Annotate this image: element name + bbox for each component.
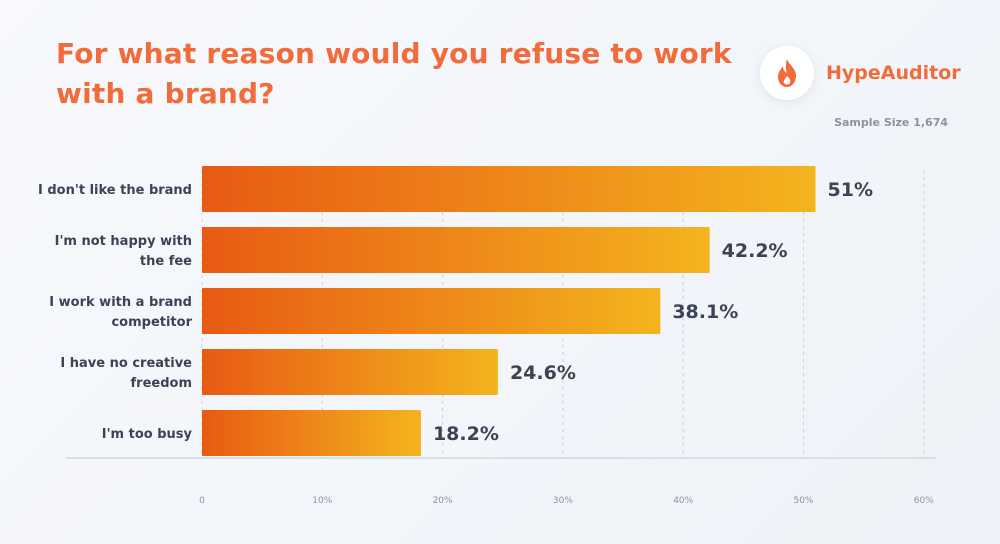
- bar-value-label: 38.1%: [672, 301, 738, 323]
- bar-value-label: 24.6%: [510, 362, 576, 384]
- bar-value-label: 51%: [828, 179, 873, 201]
- bar: [202, 166, 816, 212]
- sample-size: Sample Size 1,674: [834, 116, 948, 129]
- bar: [202, 410, 421, 456]
- x-tick-label: 30%: [553, 496, 573, 506]
- bar-value-label: 42.2%: [722, 240, 788, 262]
- category-label: I don't like the brand: [38, 183, 192, 198]
- bar: [202, 227, 710, 273]
- x-tick-label: 10%: [312, 496, 332, 506]
- category-label: I'm not happy with: [55, 234, 192, 249]
- bar: [202, 349, 498, 395]
- brand-name: HypeAuditor: [826, 62, 961, 84]
- category-label: the fee: [140, 254, 192, 269]
- bar-value-label: 18.2%: [433, 423, 499, 445]
- x-tick-label: 20%: [433, 496, 453, 506]
- category-label: I have no creative: [60, 356, 192, 371]
- category-label: I'm too busy: [102, 427, 193, 442]
- category-label: freedom: [131, 376, 192, 391]
- flame-icon: [760, 46, 814, 100]
- category-label: I work with a brand: [49, 295, 192, 310]
- x-tick-label: 60%: [914, 496, 934, 506]
- category-label: competitor: [111, 315, 192, 330]
- bar: [202, 288, 661, 334]
- x-tick-label: 0: [199, 496, 205, 506]
- x-tick-label: 40%: [673, 496, 693, 506]
- chart-title: For what reason would you refuse to work…: [56, 37, 732, 110]
- x-tick-label: 50%: [793, 496, 813, 506]
- brand-logo: HypeAuditor: [760, 46, 961, 100]
